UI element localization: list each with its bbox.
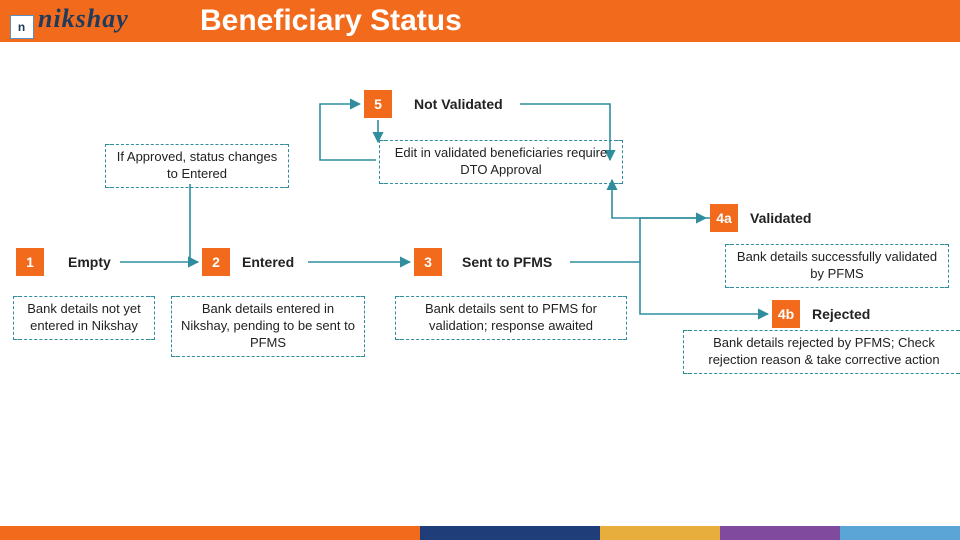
step-n3: 3 (414, 248, 442, 276)
step-n1: 1 (16, 248, 44, 276)
step-n4b-label: Rejected (812, 306, 870, 322)
footer-segment-4 (840, 526, 960, 540)
step-n4a: 4a (710, 204, 738, 232)
footer-stripe (0, 526, 960, 540)
step-n4a-label: Validated (750, 210, 811, 226)
logo-text: nikshay (38, 4, 129, 33)
step-n2: 2 (202, 248, 230, 276)
step-n5-label: Not Validated (414, 96, 503, 112)
note-empty: Bank details not yet entered in Nikshay (14, 296, 154, 340)
footer-segment-2 (600, 526, 720, 540)
logo-badge: n (10, 15, 34, 39)
note-entered: Bank details entered in Nikshay, pending… (172, 296, 364, 357)
note-sent: Bank details sent to PFMS for validation… (396, 296, 626, 340)
step-n3-label: Sent to PFMS (462, 254, 552, 270)
page-title: Beneficiary Status (200, 0, 462, 42)
footer-segment-1 (420, 526, 600, 540)
logo: nnikshay (10, 4, 129, 39)
arrow-n3 (570, 218, 706, 262)
arrow-n4a (612, 180, 710, 218)
step-n1-label: Empty (68, 254, 111, 270)
note-rejected: Bank details rejected by PFMS; Check rej… (684, 330, 960, 374)
note-approved: If Approved, status changes to Entered (106, 144, 288, 188)
step-n4b: 4b (772, 300, 800, 328)
header-bar (0, 0, 960, 42)
note-edit: Edit in validated beneficiaries require … (380, 140, 622, 184)
step-n5: 5 (364, 90, 392, 118)
footer-segment-3 (720, 526, 840, 540)
step-n2-label: Entered (242, 254, 294, 270)
footer-segment-0 (0, 526, 420, 540)
arrow-approved (190, 184, 198, 262)
note-validated: Bank details successfully validated by P… (726, 244, 948, 288)
